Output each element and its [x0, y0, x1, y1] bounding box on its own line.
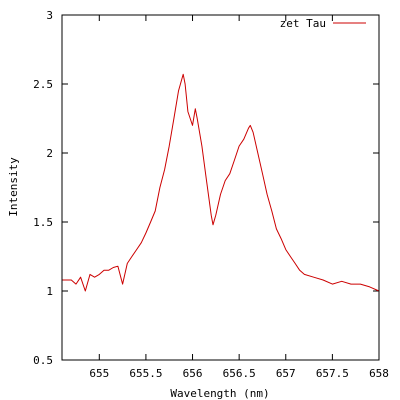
legend-label: zet Tau [280, 17, 326, 30]
x-tick-label: 655.5 [129, 367, 162, 380]
x-tick-label: 657.5 [316, 367, 349, 380]
x-tick-label: 656 [183, 367, 203, 380]
series-line [62, 73, 380, 292]
x-tick-label: 656.5 [223, 367, 256, 380]
plot-frame [61, 14, 380, 361]
legend: zet Tau [280, 17, 366, 30]
x-axis-ticks: 655 655.5 656 656.5 657 657.5 658 [89, 15, 389, 380]
y-axis-label: Intensity [7, 157, 20, 217]
y-tick-label: 3 [46, 9, 53, 22]
x-axis-label: Wavelength (nm) [170, 387, 269, 400]
y-tick-label: 2 [46, 147, 53, 160]
x-tick-label: 655 [89, 367, 109, 380]
x-tick-label: 658 [369, 367, 389, 380]
y-tick-label: 1 [46, 285, 53, 298]
y-tick-label: 2.5 [33, 78, 53, 91]
y-tick-label: 0.5 [33, 354, 53, 367]
y-axis-ticks: 0.5 1 1.5 2 2.5 3 [33, 9, 379, 367]
y-tick-label: 1.5 [33, 216, 53, 229]
x-tick-label: 657 [276, 367, 296, 380]
data-series [62, 73, 380, 292]
